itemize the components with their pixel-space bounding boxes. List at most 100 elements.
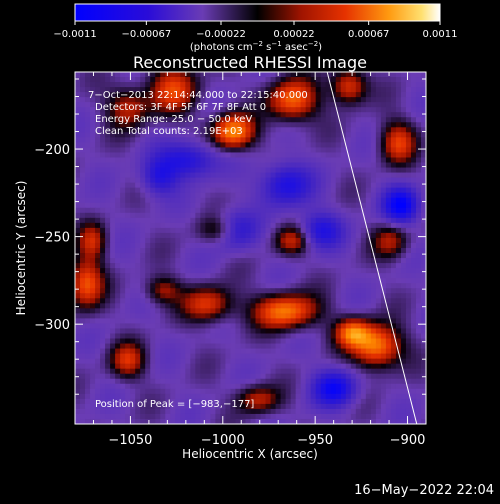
- heatmap-pixel: [286, 359, 292, 365]
- heatmap-pixel: [271, 374, 277, 380]
- heatmap-pixel: [225, 354, 231, 360]
- heatmap-pixel: [406, 112, 412, 118]
- heatmap-pixel: [346, 117, 352, 123]
- heatmap-pixel: [256, 409, 262, 415]
- heatmap-pixel: [266, 82, 272, 88]
- heatmap-pixel: [281, 268, 287, 274]
- heatmap-pixel: [266, 384, 272, 390]
- heatmap-pixel: [376, 384, 382, 390]
- heatmap-pixel: [286, 188, 292, 194]
- heatmap-pixel: [356, 384, 362, 390]
- heatmap-pixel: [286, 399, 292, 405]
- heatmap-pixel: [351, 208, 357, 214]
- heatmap-pixel: [85, 173, 91, 179]
- heatmap-pixel: [185, 293, 191, 299]
- heatmap-pixel: [90, 243, 96, 249]
- heatmap-pixel: [406, 218, 412, 224]
- heatmap-pixel: [301, 389, 307, 395]
- heatmap-pixel: [240, 137, 246, 143]
- heatmap-pixel: [140, 188, 146, 194]
- heatmap-pixel: [135, 318, 141, 324]
- heatmap-pixel: [401, 213, 407, 219]
- heatmap-pixel: [361, 344, 367, 350]
- heatmap-pixel: [220, 178, 226, 184]
- heatmap-pixel: [351, 298, 357, 304]
- heatmap-pixel: [391, 183, 397, 189]
- heatmap-pixel: [256, 308, 262, 314]
- heatmap-pixel: [306, 168, 312, 174]
- heatmap-pixel: [301, 414, 307, 420]
- heatmap-pixel: [341, 72, 347, 78]
- heatmap-pixel: [85, 102, 91, 108]
- heatmap-pixel: [376, 414, 382, 420]
- heatmap-pixel: [110, 203, 116, 209]
- heatmap-pixel: [115, 142, 121, 148]
- heatmap-pixel: [110, 354, 116, 360]
- heatmap-pixel: [271, 339, 277, 345]
- heatmap-pixel: [336, 308, 342, 314]
- heatmap-pixel: [296, 228, 302, 234]
- heatmap-pixel: [281, 127, 287, 133]
- heatmap-pixel: [256, 364, 262, 370]
- heatmap-pixel: [306, 273, 312, 279]
- heatmap-pixel: [316, 193, 322, 199]
- heatmap-pixel: [205, 374, 211, 380]
- heatmap-pixel: [165, 374, 171, 380]
- heatmap-pixel: [95, 208, 101, 214]
- heatmap-pixel: [115, 414, 121, 420]
- heatmap-pixel: [356, 273, 362, 279]
- heatmap-pixel: [391, 263, 397, 269]
- heatmap-pixel: [125, 183, 131, 189]
- heatmap-pixel: [235, 318, 241, 324]
- heatmap-pixel: [266, 127, 272, 133]
- heatmap-pixel: [301, 173, 307, 179]
- heatmap-pixel: [85, 323, 91, 329]
- heatmap-pixel: [261, 117, 267, 123]
- heatmap-pixel: [240, 152, 246, 158]
- heatmap-pixel: [271, 308, 277, 314]
- heatmap-pixel: [85, 122, 91, 128]
- heatmap-pixel: [195, 303, 201, 309]
- heatmap-pixel: [160, 389, 166, 395]
- heatmap-pixel: [296, 253, 302, 259]
- heatmap-pixel: [235, 278, 241, 284]
- heatmap-pixel: [200, 268, 206, 274]
- heatmap-pixel: [326, 198, 332, 204]
- heatmap-pixel: [140, 328, 146, 334]
- heatmap-pixel: [366, 188, 372, 194]
- heatmap-pixel: [396, 97, 402, 103]
- heatmap-pixel: [205, 278, 211, 284]
- heatmap-pixel: [150, 283, 156, 289]
- heatmap-pixel: [205, 263, 211, 269]
- heatmap-pixel: [230, 253, 236, 259]
- heatmap-pixel: [245, 203, 251, 209]
- heatmap-pixel: [210, 147, 216, 153]
- heatmap-pixel: [281, 238, 287, 244]
- heatmap-pixel: [175, 339, 181, 345]
- heatmap-pixel: [185, 208, 191, 214]
- heatmap-pixel: [326, 258, 332, 264]
- heatmap-pixel: [291, 384, 297, 390]
- heatmap-pixel: [391, 152, 397, 158]
- heatmap-pixel: [396, 303, 402, 309]
- heatmap-pixel: [271, 168, 277, 174]
- heatmap-pixel: [416, 92, 422, 98]
- heatmap-pixel: [125, 323, 131, 329]
- heatmap-pixel: [205, 137, 211, 143]
- heatmap-pixel: [366, 318, 372, 324]
- heatmap-pixel: [180, 208, 186, 214]
- heatmap-pixel: [291, 147, 297, 153]
- heatmap-pixel: [351, 268, 357, 274]
- heatmap-pixel: [105, 188, 111, 194]
- heatmap-pixel: [371, 339, 377, 345]
- heatmap-pixel: [140, 278, 146, 284]
- heatmap-pixel: [256, 112, 262, 118]
- heatmap-pixel: [286, 333, 292, 339]
- heatmap-pixel: [406, 263, 412, 269]
- heatmap-pixel: [406, 198, 412, 204]
- heatmap-pixel: [180, 238, 186, 244]
- heatmap-pixel: [90, 218, 96, 224]
- heatmap-pixel: [115, 273, 121, 279]
- heatmap-pixel: [406, 97, 412, 103]
- heatmap-pixel: [286, 183, 292, 189]
